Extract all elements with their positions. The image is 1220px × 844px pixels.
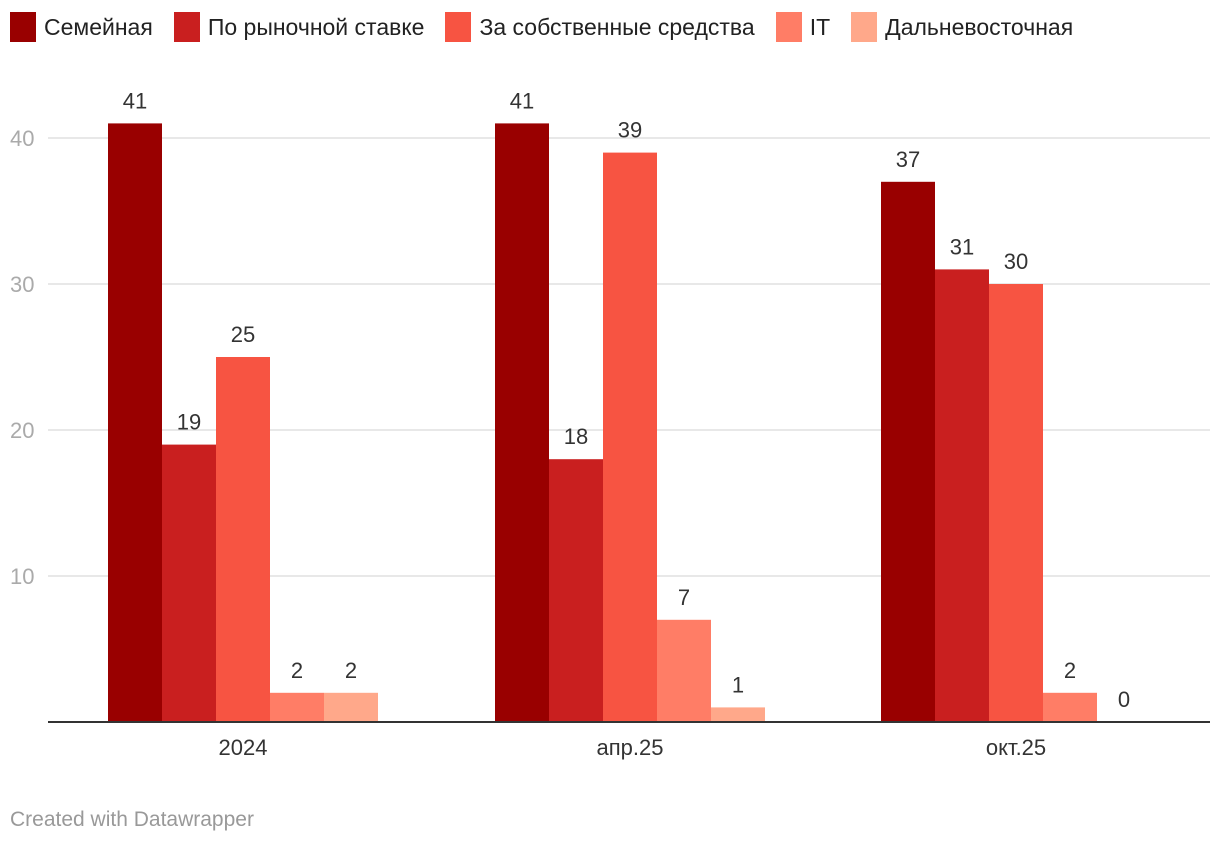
legend-label-far-east: Дальневосточная bbox=[885, 13, 1074, 40]
value-label-1-4: 1 bbox=[732, 672, 744, 697]
x-tick-label-0: 2024 bbox=[219, 735, 268, 760]
value-label-0-1: 19 bbox=[177, 410, 201, 435]
x-tick-label-2: окт.25 bbox=[986, 735, 1046, 760]
bar-1-4 bbox=[711, 707, 765, 722]
legend-label-own-funds: За собственные средства bbox=[479, 13, 755, 40]
bar-0-1 bbox=[162, 444, 216, 722]
bar-2-0 bbox=[881, 181, 935, 723]
bar-2-1 bbox=[935, 269, 989, 722]
y-tick-label-10: 10 bbox=[10, 564, 34, 589]
legend-swatch-market-rate bbox=[173, 12, 200, 42]
legend: Семейная По рыночной ставке За собственн… bbox=[10, 12, 1094, 42]
value-label-1-0: 41 bbox=[510, 88, 534, 113]
y-tick-label-40: 40 bbox=[10, 126, 34, 151]
bar-2-3 bbox=[1043, 692, 1097, 722]
bar-0-0 bbox=[108, 123, 162, 722]
legend-item-far-east: Дальневосточная bbox=[851, 12, 1073, 42]
legend-label-it: IT bbox=[809, 13, 831, 40]
bar-0-2 bbox=[216, 357, 270, 722]
legend-label-market-rate: По рыночной ставке bbox=[207, 13, 425, 40]
legend-swatch-far-east bbox=[851, 12, 878, 42]
bar-1-2 bbox=[603, 152, 657, 723]
legend-swatch-it bbox=[775, 12, 802, 42]
value-label-1-1: 18 bbox=[564, 424, 588, 449]
y-tick-label-30: 30 bbox=[10, 272, 34, 297]
value-label-0-2: 25 bbox=[231, 322, 255, 347]
value-label-0-3: 2 bbox=[291, 658, 303, 683]
value-label-1-3: 7 bbox=[678, 585, 690, 610]
value-label-0-4: 2 bbox=[345, 658, 357, 683]
value-label-2-4: 0 bbox=[1118, 687, 1130, 712]
legend-swatch-semeinaya bbox=[10, 12, 36, 42]
value-label-2-0: 37 bbox=[896, 147, 920, 172]
legend-swatch-own-funds bbox=[445, 12, 472, 42]
value-label-2-1: 31 bbox=[950, 234, 974, 259]
legend-item-own-funds: За собственные средства bbox=[445, 12, 755, 42]
bar-0-4 bbox=[324, 692, 378, 722]
bar-0-3 bbox=[270, 692, 324, 722]
legend-item-market-rate: По рыночной ставке bbox=[173, 12, 425, 42]
value-label-1-2: 39 bbox=[618, 118, 642, 143]
legend-item-semeinaya: Семейная bbox=[10, 12, 153, 42]
value-label-0-0: 41 bbox=[123, 88, 147, 113]
bar-1-0 bbox=[495, 123, 549, 722]
x-tick-label-1: апр.25 bbox=[597, 735, 664, 760]
bar-1-3 bbox=[657, 619, 711, 722]
value-label-2-3: 2 bbox=[1064, 658, 1076, 683]
y-tick-label-20: 20 bbox=[10, 418, 34, 443]
legend-item-it: IT bbox=[775, 12, 831, 42]
legend-label-semeinaya: Семейная bbox=[44, 13, 153, 40]
bar-2-2 bbox=[989, 284, 1043, 722]
datawrapper-credit: Created with Datawrapper bbox=[10, 808, 254, 831]
value-label-2-2: 30 bbox=[1004, 249, 1028, 274]
bar-1-1 bbox=[549, 459, 603, 722]
